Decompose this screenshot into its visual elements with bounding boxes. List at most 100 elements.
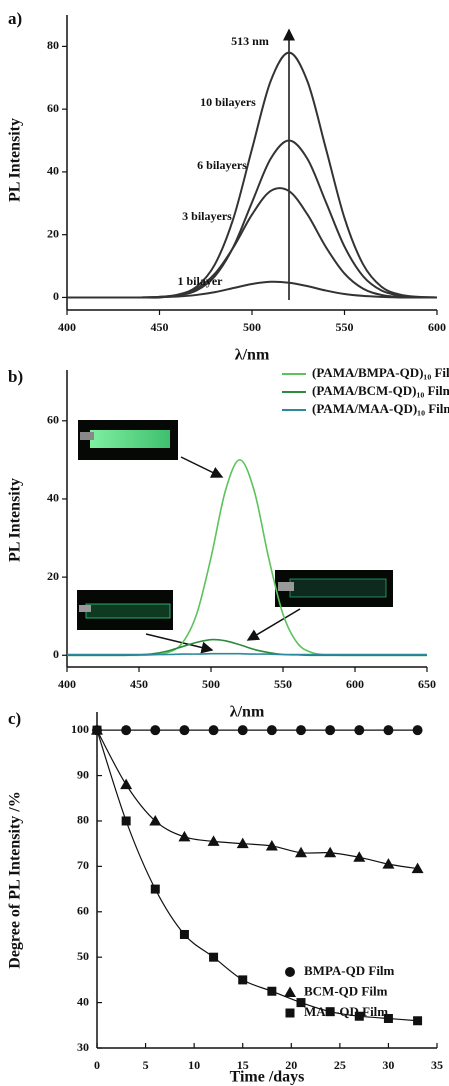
series-line	[67, 280, 437, 299]
marker	[208, 725, 219, 736]
marker	[296, 725, 306, 736]
marker	[354, 1011, 364, 1021]
y-axis-title: Degree of PL Intensity /%	[7, 791, 24, 968]
marker	[325, 1007, 335, 1017]
legend-label: (PAMA/BMPA-QD)₁₀ Film	[312, 365, 449, 380]
x-tick-label: 25	[334, 1058, 346, 1072]
y-tick-label: 40	[47, 491, 59, 505]
y-tick-label: 20	[47, 226, 59, 240]
x-tick-label: 450	[151, 320, 169, 334]
x-tick-label: 500	[243, 320, 261, 334]
series-line	[96, 729, 418, 870]
y-tick-label: 70	[77, 858, 89, 872]
x-axis-title: λ/nm	[235, 347, 270, 364]
series-label: 1 bilayer	[178, 274, 224, 288]
x-tick-label: 550	[274, 677, 292, 691]
marker	[92, 725, 102, 735]
marker	[179, 725, 190, 736]
series-label: 3 bilayers	[182, 209, 232, 223]
y-tick-label: 20	[47, 569, 59, 583]
legend-label: MAA-QD Film	[304, 1004, 388, 1019]
legend-label: BMPA-QD Film	[304, 963, 395, 978]
marker	[209, 952, 219, 962]
x-tick-label: 20	[285, 1058, 297, 1072]
marker	[383, 1013, 393, 1023]
legend-marker	[284, 986, 296, 997]
y-tick-label: 80	[77, 813, 89, 827]
y-tick-label: 100	[71, 722, 89, 736]
x-axis-title: λ/nm	[230, 704, 265, 721]
pointer-arrow	[246, 608, 301, 641]
y-tick-label: 40	[77, 994, 89, 1008]
x-tick-label: 35	[431, 1058, 443, 1072]
x-tick-label: 400	[58, 320, 76, 334]
marker	[238, 975, 248, 985]
marker	[207, 835, 220, 846]
y-tick-label: 50	[77, 949, 89, 963]
y-tick-label: 0	[53, 289, 59, 303]
marker	[179, 929, 189, 939]
x-tick-label: 10	[188, 1058, 200, 1072]
panel-label: b)	[8, 367, 23, 386]
marker	[178, 830, 191, 842]
y-axis-title: PL Intensity	[7, 118, 24, 202]
series-label: 6 bilayers	[197, 158, 247, 172]
series-line	[66, 638, 427, 657]
marker	[150, 884, 160, 894]
y-axis-title: PL Intensity	[7, 478, 24, 562]
marker	[353, 851, 366, 862]
pointer-arrow	[180, 456, 224, 478]
y-tick-label: 80	[47, 38, 59, 52]
marker	[267, 986, 277, 996]
marker	[411, 862, 424, 874]
x-tick-label: 500	[202, 677, 220, 691]
y-tick-label: 30	[77, 1040, 89, 1054]
marker	[150, 725, 161, 736]
marker	[121, 816, 131, 826]
panel-label: a)	[8, 9, 22, 28]
x-axis-title: Time /days	[230, 1069, 305, 1086]
pointer-arrow	[145, 633, 214, 654]
marker	[412, 725, 423, 736]
inset-photo	[78, 420, 178, 460]
marker	[296, 998, 306, 1008]
y-tick-label: 90	[77, 767, 89, 781]
y-tick-label: 60	[47, 413, 59, 427]
x-tick-label: 30	[382, 1058, 394, 1072]
y-tick-label: 60	[47, 101, 59, 115]
panel-label: c)	[8, 709, 21, 728]
x-tick-label: 15	[237, 1058, 249, 1072]
inset-photo	[77, 590, 173, 630]
x-tick-label: 400	[58, 677, 76, 691]
legend-marker	[285, 1008, 295, 1018]
y-tick-label: 0	[53, 647, 59, 661]
y-tick-label: 40	[47, 164, 59, 178]
marker	[324, 846, 337, 858]
marker	[354, 725, 365, 736]
series-label: 10 bilayers	[200, 95, 256, 109]
marker	[120, 778, 133, 790]
x-tick-label: 0	[94, 1058, 100, 1072]
x-tick-label: 650	[418, 677, 436, 691]
series-line	[67, 51, 438, 299]
marker	[265, 839, 278, 851]
x-tick-label: 600	[346, 677, 364, 691]
marker	[237, 725, 248, 736]
marker	[149, 814, 162, 826]
marker	[325, 725, 336, 736]
marker	[382, 858, 395, 869]
x-tick-label: 600	[428, 320, 446, 334]
marker	[266, 725, 277, 736]
x-tick-label: 550	[336, 320, 354, 334]
legend-label: (PAMA/BCM-QD)₁₀ Film	[312, 383, 449, 398]
marker	[295, 846, 307, 858]
legend-marker	[285, 967, 295, 977]
marker	[383, 725, 394, 736]
x-tick-label: 5	[143, 1058, 149, 1072]
marker	[236, 837, 249, 849]
series-line	[67, 139, 438, 299]
legend-label: (PAMA/MAA-QD)₁₀ Film	[312, 401, 449, 416]
y-tick-label: 60	[77, 904, 89, 918]
legend-label: BCM-QD Film	[304, 983, 388, 998]
